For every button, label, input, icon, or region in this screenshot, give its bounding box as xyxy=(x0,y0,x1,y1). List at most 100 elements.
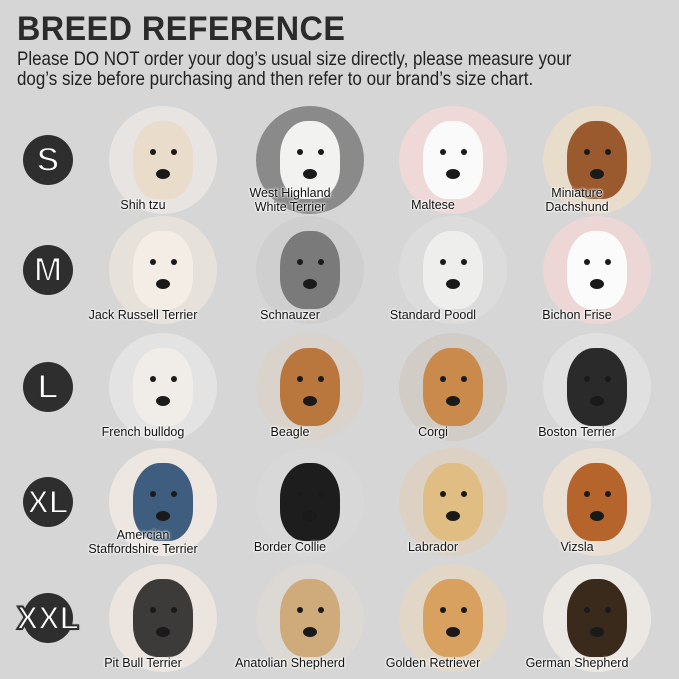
dog-head-icon xyxy=(279,348,341,426)
dog-head-icon xyxy=(132,121,194,199)
breed-name: Shih tzu xyxy=(120,198,166,212)
breed-name: French bulldog xyxy=(101,425,185,439)
dog-eye-icon xyxy=(584,376,591,383)
breed-name: West Highland White Terrier xyxy=(249,186,331,214)
dog-nose-icon xyxy=(446,510,460,521)
dog-eye-icon xyxy=(297,607,304,614)
breed-name: Pit Bull Terrier xyxy=(104,656,182,670)
dog-eye-icon xyxy=(150,149,157,156)
breed-name: Beagle xyxy=(270,425,310,439)
breed-portrait xyxy=(256,333,364,441)
breed-name: Vizsla xyxy=(560,540,594,554)
dog-eye-icon xyxy=(150,376,157,383)
dog-nose-icon xyxy=(156,395,170,406)
breed-name: Boston Terrier xyxy=(538,425,616,439)
dog-eye-icon xyxy=(440,376,447,383)
dog-eye-icon xyxy=(317,149,324,156)
breed-name: Bichon Frise xyxy=(542,308,612,322)
size-badge-l: L xyxy=(23,362,73,412)
dog-eye-icon xyxy=(460,607,467,614)
dog-nose-icon xyxy=(303,626,317,637)
dog-nose-icon xyxy=(590,395,604,406)
dog-eye-icon xyxy=(604,259,611,266)
breed-portrait xyxy=(543,448,651,556)
breed-portrait xyxy=(543,106,651,214)
breed-name: Amercian Staffordshire Terrier xyxy=(88,528,198,556)
dog-eye-icon xyxy=(584,149,591,156)
breed-portrait xyxy=(399,448,507,556)
dog-eye-icon xyxy=(460,491,467,498)
breed-portrait xyxy=(256,564,364,672)
page-title: BREED REFERENCE xyxy=(17,10,346,48)
dog-nose-icon xyxy=(303,395,317,406)
breed-name: Maltese xyxy=(411,198,455,212)
breed-name: Schnauzer xyxy=(260,308,320,322)
breed-portrait xyxy=(256,448,364,556)
dog-nose-icon xyxy=(303,510,317,521)
breed-portrait xyxy=(256,106,364,214)
dog-nose-icon xyxy=(156,168,170,179)
breed-name: Golden Retriever xyxy=(385,656,481,670)
dog-nose-icon xyxy=(590,278,604,289)
size-badge-label: L xyxy=(37,367,60,407)
breed-portrait xyxy=(399,106,507,214)
breed-name: Labrador xyxy=(407,540,459,554)
breed-portrait xyxy=(256,216,364,324)
dog-eye-icon xyxy=(317,376,324,383)
dog-eye-icon xyxy=(170,149,177,156)
breed-portrait xyxy=(109,106,217,214)
dog-head-icon xyxy=(422,231,484,309)
size-badge-xxl: XXL xyxy=(16,593,80,643)
size-badge-s: S xyxy=(23,135,73,185)
dog-head-icon xyxy=(279,121,341,199)
size-badge-xl: XL xyxy=(23,477,73,527)
breed-portrait xyxy=(543,216,651,324)
dog-eye-icon xyxy=(604,607,611,614)
dog-head-icon xyxy=(279,579,341,657)
dog-eye-icon xyxy=(317,259,324,266)
dog-eye-icon xyxy=(170,259,177,266)
dog-eye-icon xyxy=(170,491,177,498)
dog-head-icon xyxy=(422,579,484,657)
breed-portrait xyxy=(109,216,217,324)
breed-name: Border Collie xyxy=(253,540,327,554)
dog-eye-icon xyxy=(604,491,611,498)
breed-portrait xyxy=(399,564,507,672)
size-badge-label: S xyxy=(36,140,61,180)
dog-nose-icon xyxy=(590,510,604,521)
size-notice-line-2: dog’s size before purchasing and then re… xyxy=(17,68,534,90)
size-badge-label: XL xyxy=(27,483,70,521)
dog-head-icon xyxy=(132,231,194,309)
dog-eye-icon xyxy=(460,259,467,266)
dog-eye-icon xyxy=(170,376,177,383)
dog-eye-icon xyxy=(297,149,304,156)
dog-head-icon xyxy=(279,463,341,541)
breed-name: Standard Poodl xyxy=(389,308,477,322)
dog-head-icon xyxy=(566,231,628,309)
dog-eye-icon xyxy=(170,607,177,614)
dog-head-icon xyxy=(279,231,341,309)
dog-eye-icon xyxy=(584,607,591,614)
dog-nose-icon xyxy=(303,168,317,179)
dog-nose-icon xyxy=(446,626,460,637)
dog-head-icon xyxy=(132,463,194,541)
breed-portrait xyxy=(109,448,217,556)
dog-nose-icon xyxy=(446,395,460,406)
dog-head-icon xyxy=(132,348,194,426)
dog-eye-icon xyxy=(440,259,447,266)
dog-nose-icon xyxy=(446,278,460,289)
dog-eye-icon xyxy=(460,149,467,156)
breed-portrait xyxy=(399,333,507,441)
dog-eye-icon xyxy=(604,149,611,156)
breed-name: Miniature Dachshund xyxy=(545,186,609,214)
dog-eye-icon xyxy=(297,259,304,266)
breed-portrait xyxy=(109,333,217,441)
breed-name: Corgi xyxy=(418,425,448,439)
size-badge-label: M xyxy=(33,250,63,290)
dog-head-icon xyxy=(566,463,628,541)
dog-eye-icon xyxy=(460,376,467,383)
dog-eye-icon xyxy=(584,491,591,498)
dog-head-icon xyxy=(422,121,484,199)
dog-eye-icon xyxy=(297,376,304,383)
dog-eye-icon xyxy=(440,607,447,614)
